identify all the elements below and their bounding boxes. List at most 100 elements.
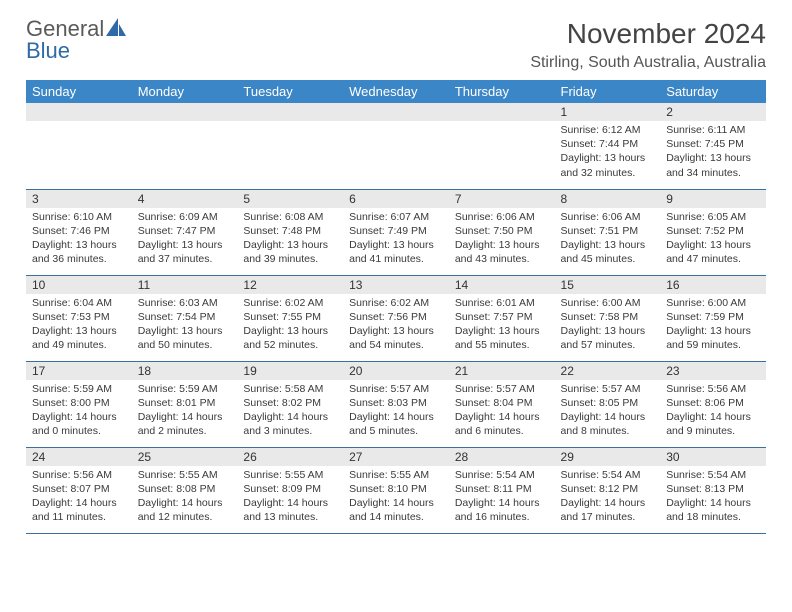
- daylight-text: Daylight: 13 hours: [666, 324, 760, 338]
- day-number: 29: [555, 448, 661, 466]
- day-number: 7: [449, 190, 555, 208]
- day-details: Sunrise: 6:08 AMSunset: 7:48 PMDaylight:…: [237, 208, 343, 271]
- sunset-text: Sunset: 7:44 PM: [561, 137, 655, 151]
- sunset-text: Sunset: 7:48 PM: [243, 224, 337, 238]
- daylight-text-cont: and 55 minutes.: [455, 338, 549, 352]
- daylight-text: Daylight: 14 hours: [666, 410, 760, 424]
- calendar-table: Sunday Monday Tuesday Wednesday Thursday…: [26, 80, 766, 534]
- daylight-text: Daylight: 14 hours: [455, 496, 549, 510]
- location-text: Stirling, South Australia, Australia: [530, 54, 766, 72]
- daylight-text: Daylight: 13 hours: [243, 324, 337, 338]
- sunset-text: Sunset: 8:01 PM: [138, 396, 232, 410]
- sunset-text: Sunset: 7:58 PM: [561, 310, 655, 324]
- day-details: Sunrise: 6:12 AMSunset: 7:44 PMDaylight:…: [555, 121, 661, 184]
- weekday-header: Saturday: [660, 80, 766, 103]
- empty-day-bar: [449, 103, 555, 121]
- day-details: Sunrise: 5:56 AMSunset: 8:07 PMDaylight:…: [26, 466, 132, 529]
- brand-line2: Blue: [26, 38, 70, 63]
- day-number: 24: [26, 448, 132, 466]
- calendar-day-cell: 1Sunrise: 6:12 AMSunset: 7:44 PMDaylight…: [555, 103, 661, 189]
- daylight-text: Daylight: 13 hours: [561, 324, 655, 338]
- sunrise-text: Sunrise: 6:02 AM: [243, 296, 337, 310]
- day-details: Sunrise: 6:02 AMSunset: 7:55 PMDaylight:…: [237, 294, 343, 357]
- calendar-day-cell: 21Sunrise: 5:57 AMSunset: 8:04 PMDayligh…: [449, 361, 555, 447]
- daylight-text-cont: and 16 minutes.: [455, 510, 549, 524]
- sunrise-text: Sunrise: 5:54 AM: [455, 468, 549, 482]
- sunset-text: Sunset: 7:54 PM: [138, 310, 232, 324]
- day-details: Sunrise: 6:07 AMSunset: 7:49 PMDaylight:…: [343, 208, 449, 271]
- daylight-text-cont: and 34 minutes.: [666, 166, 760, 180]
- daylight-text-cont: and 14 minutes.: [349, 510, 443, 524]
- sunrise-text: Sunrise: 6:06 AM: [561, 210, 655, 224]
- sunset-text: Sunset: 7:50 PM: [455, 224, 549, 238]
- day-number: 28: [449, 448, 555, 466]
- daylight-text-cont: and 54 minutes.: [349, 338, 443, 352]
- daylight-text-cont: and 12 minutes.: [138, 510, 232, 524]
- sunrise-text: Sunrise: 6:00 AM: [666, 296, 760, 310]
- day-details: Sunrise: 6:10 AMSunset: 7:46 PMDaylight:…: [26, 208, 132, 271]
- day-number: 1: [555, 103, 661, 121]
- calendar-page: General Blue November 2024 Stirling, Sou…: [0, 0, 792, 544]
- daylight-text: Daylight: 14 hours: [138, 410, 232, 424]
- day-number: 4: [132, 190, 238, 208]
- day-details: Sunrise: 6:00 AMSunset: 7:59 PMDaylight:…: [660, 294, 766, 357]
- daylight-text-cont: and 32 minutes.: [561, 166, 655, 180]
- weekday-header: Friday: [555, 80, 661, 103]
- daylight-text: Daylight: 13 hours: [32, 238, 126, 252]
- day-details: Sunrise: 5:55 AMSunset: 8:10 PMDaylight:…: [343, 466, 449, 529]
- day-number: 18: [132, 362, 238, 380]
- sunrise-text: Sunrise: 6:11 AM: [666, 123, 760, 137]
- calendar-day-cell: 30Sunrise: 5:54 AMSunset: 8:13 PMDayligh…: [660, 447, 766, 533]
- weekday-header: Monday: [132, 80, 238, 103]
- sunset-text: Sunset: 7:52 PM: [666, 224, 760, 238]
- day-number: 20: [343, 362, 449, 380]
- day-details: Sunrise: 6:03 AMSunset: 7:54 PMDaylight:…: [132, 294, 238, 357]
- sunset-text: Sunset: 8:05 PM: [561, 396, 655, 410]
- calendar-day-cell: 12Sunrise: 6:02 AMSunset: 7:55 PMDayligh…: [237, 275, 343, 361]
- day-details: Sunrise: 5:59 AMSunset: 8:01 PMDaylight:…: [132, 380, 238, 443]
- calendar-day-cell: 14Sunrise: 6:01 AMSunset: 7:57 PMDayligh…: [449, 275, 555, 361]
- sunrise-text: Sunrise: 5:55 AM: [243, 468, 337, 482]
- day-number: 27: [343, 448, 449, 466]
- calendar-day-cell: [343, 103, 449, 189]
- day-number: 26: [237, 448, 343, 466]
- day-number: 10: [26, 276, 132, 294]
- calendar-day-cell: 22Sunrise: 5:57 AMSunset: 8:05 PMDayligh…: [555, 361, 661, 447]
- sunrise-text: Sunrise: 5:56 AM: [32, 468, 126, 482]
- sunset-text: Sunset: 8:08 PM: [138, 482, 232, 496]
- weekday-header: Sunday: [26, 80, 132, 103]
- calendar-week-row: 1Sunrise: 6:12 AMSunset: 7:44 PMDaylight…: [26, 103, 766, 189]
- sunrise-text: Sunrise: 5:59 AM: [138, 382, 232, 396]
- sunset-text: Sunset: 7:47 PM: [138, 224, 232, 238]
- day-details: Sunrise: 5:57 AMSunset: 8:03 PMDaylight:…: [343, 380, 449, 443]
- day-number: 23: [660, 362, 766, 380]
- sunrise-text: Sunrise: 5:54 AM: [666, 468, 760, 482]
- day-details: Sunrise: 5:55 AMSunset: 8:09 PMDaylight:…: [237, 466, 343, 529]
- sunset-text: Sunset: 7:49 PM: [349, 224, 443, 238]
- weekday-header-row: Sunday Monday Tuesday Wednesday Thursday…: [26, 80, 766, 103]
- calendar-day-cell: [237, 103, 343, 189]
- sunset-text: Sunset: 8:06 PM: [666, 396, 760, 410]
- header: General Blue November 2024 Stirling, Sou…: [26, 18, 766, 72]
- sunrise-text: Sunrise: 6:12 AM: [561, 123, 655, 137]
- sunrise-text: Sunrise: 5:54 AM: [561, 468, 655, 482]
- sunrise-text: Sunrise: 6:06 AM: [455, 210, 549, 224]
- daylight-text-cont: and 41 minutes.: [349, 252, 443, 266]
- calendar-day-cell: [132, 103, 238, 189]
- sunset-text: Sunset: 8:02 PM: [243, 396, 337, 410]
- calendar-day-cell: 3Sunrise: 6:10 AMSunset: 7:46 PMDaylight…: [26, 189, 132, 275]
- title-block: November 2024 Stirling, South Australia,…: [530, 18, 766, 72]
- daylight-text: Daylight: 13 hours: [455, 238, 549, 252]
- calendar-day-cell: 19Sunrise: 5:58 AMSunset: 8:02 PMDayligh…: [237, 361, 343, 447]
- calendar-day-cell: 27Sunrise: 5:55 AMSunset: 8:10 PMDayligh…: [343, 447, 449, 533]
- day-details: Sunrise: 5:54 AMSunset: 8:12 PMDaylight:…: [555, 466, 661, 529]
- sunrise-text: Sunrise: 6:08 AM: [243, 210, 337, 224]
- empty-day-bar: [26, 103, 132, 121]
- day-number: 16: [660, 276, 766, 294]
- sunrise-text: Sunrise: 6:10 AM: [32, 210, 126, 224]
- sunset-text: Sunset: 7:53 PM: [32, 310, 126, 324]
- calendar-day-cell: 16Sunrise: 6:00 AMSunset: 7:59 PMDayligh…: [660, 275, 766, 361]
- sunrise-text: Sunrise: 6:05 AM: [666, 210, 760, 224]
- calendar-day-cell: 24Sunrise: 5:56 AMSunset: 8:07 PMDayligh…: [26, 447, 132, 533]
- daylight-text: Daylight: 14 hours: [561, 410, 655, 424]
